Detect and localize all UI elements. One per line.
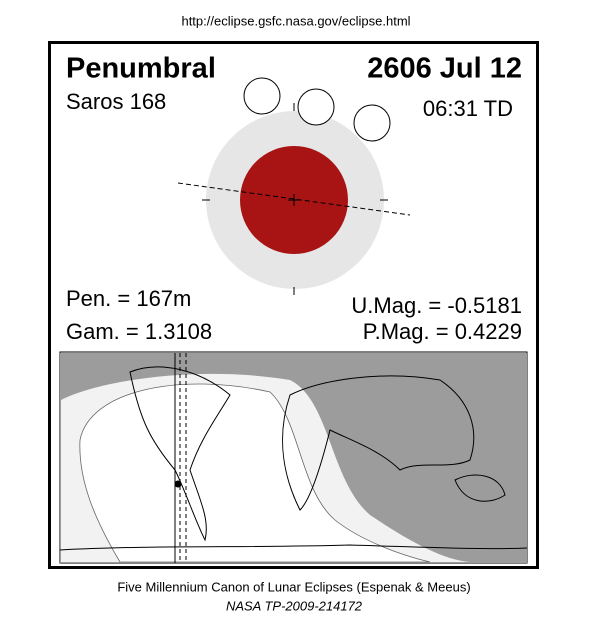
- sublunar-point: [174, 480, 182, 488]
- source-url: http://eclipse.gsfc.nasa.gov/eclipse.htm…: [181, 13, 410, 28]
- full-visibility: [79, 383, 431, 563]
- penumbral-magnitude: P.Mag. = 0.4229: [363, 319, 522, 344]
- time: 06:31 TD: [423, 96, 513, 121]
- saros: Saros 168: [66, 89, 166, 114]
- moon-position: [243, 77, 281, 115]
- eurasia-africa-outline: [282, 375, 475, 511]
- antarctica-outline: [59, 544, 528, 551]
- umbral-magnitude: U.Mag. = -0.5181: [351, 293, 522, 318]
- gamma: Gam. = 1.3108: [66, 319, 212, 344]
- penumbral-duration: Pen. = 167m: [66, 286, 191, 311]
- footer-credit: Five Millennium Canon of Lunar Eclipses …: [117, 579, 470, 594]
- eclipse-type: Penumbral: [66, 53, 216, 85]
- moon-position: [353, 104, 391, 142]
- moon-position: [297, 88, 335, 126]
- moon-path: [177, 182, 411, 216]
- americas-outline: [129, 366, 231, 542]
- eclipse-date: 2606 Jul 12: [367, 53, 522, 85]
- footer-reference: NASA TP-2009-214172: [226, 598, 363, 613]
- world-map: [59, 351, 528, 564]
- australia-outline: [454, 474, 506, 502]
- shadow-diagram: [177, 77, 411, 295]
